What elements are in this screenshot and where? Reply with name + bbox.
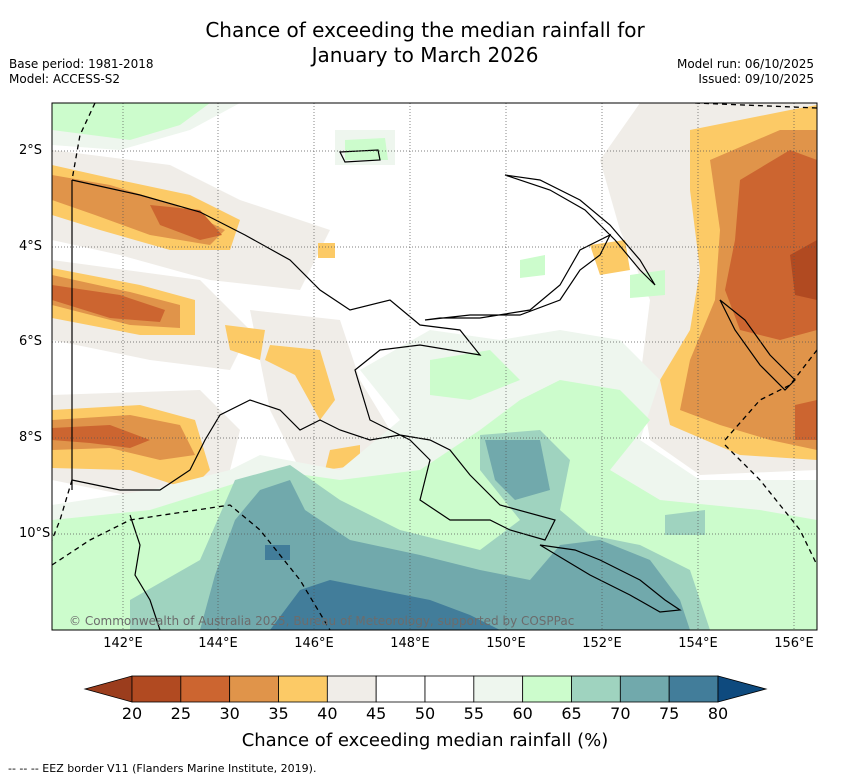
colorbar-title: Chance of exceeding median rainfall (%) [241,730,609,751]
colorbar-cell [571,675,621,703]
bougainville [719,299,796,391]
region-60-65-d [520,255,545,278]
region-25-30-w [52,285,165,322]
eez-borders [52,103,817,630]
model-run: Model run: 06/10/2025 [676,57,814,71]
region-35-40-e [318,243,335,258]
colorbar-tick-label: 40 [317,704,338,723]
model-name: Model: ACCESS-S2 [9,72,121,86]
region-65-70-b [665,510,705,535]
region-25-30-sw [52,425,150,448]
lat-label: 6°S [19,334,43,349]
eez-legend-note: -- -- -- EEZ border V11 (Flanders Marine… [8,762,317,775]
colorbar-tick-label: 35 [268,704,289,723]
south-islands [539,544,682,613]
meta-right: Model run: 06/10/2025 Issued: 09/10/2025 [677,57,814,87]
colorbar-cell [180,675,231,703]
lat-label: 8°S [19,430,43,445]
colorbar-tick-label: 75 [658,704,680,723]
colorbar-cell [522,675,572,703]
lon-label: 144°E [198,636,238,651]
issued-date: Issued: 09/10/2025 [698,72,814,86]
eez-east [724,349,817,441]
colorbar-cell [619,675,670,703]
lon-label: 154°E [678,636,718,651]
manus [339,149,381,163]
colorbar-tick-label: 80 [707,704,729,723]
copyright-notice: © Commonwealth of Australia 2025, Bureau… [69,614,575,628]
lon-label: 150°E [486,636,526,651]
colorbar-tick-label: 25 [170,704,191,723]
colorbar-tick-label: 55 [463,704,484,723]
region-25-30-se [795,400,817,440]
meta-left: Base period: 1981-2018 Model: ACCESS-S2 [9,57,154,87]
title-line-2: January to March 2026 [311,43,539,67]
region-60-65-c [430,350,520,400]
lon-label: 142°E [103,636,143,651]
colorbar-cell [473,675,524,703]
cape-york [129,514,161,630]
lat-label: 10°S [19,526,51,541]
colorbar-cell [326,675,377,703]
map-frame [51,102,818,631]
new-ireland [504,174,656,286]
coastlines [71,149,796,630]
region-70-75-b [485,440,550,500]
title-line-1: Chance of exceeding the median rainfall … [205,18,645,42]
lat-label: 4°S [19,239,43,254]
colorbar-tick-label: 70 [610,704,631,723]
colorbar-tick-label: 65 [561,704,582,723]
eez-south [52,504,331,630]
colorbar-cell [131,675,182,703]
region-25-30-nw [150,205,222,240]
colorbar-tick-label: 30 [219,704,240,723]
colorbar-tick-label: 20 [121,704,143,723]
colorbar-cell [424,675,475,703]
lon-label: 146°E [294,636,334,651]
region-75-80-south [270,580,500,630]
eez-se [724,444,817,566]
region-20-25-east [790,240,817,300]
colorbar-high-extension [717,675,768,703]
lon-label: 148°E [390,636,430,651]
colorbar-cells [131,675,719,703]
map-title: Chance of exceeding the median rainfall … [0,18,850,68]
colorbar [83,675,768,703]
region-60-65-north [52,103,210,140]
eez-nw [71,103,96,181]
region-75-80-blob [265,545,290,560]
colorbar-cell [375,675,426,703]
lon-label: 156°E [774,636,814,651]
region-35-40-b [265,345,335,420]
colorbar-cell [668,675,719,703]
region-60-65-island [345,138,388,160]
colorbar-cell [278,675,328,703]
base-period: Base period: 1981-2018 [9,57,154,71]
colorbar-tick-label: 45 [365,704,387,723]
colorbar-cell [229,675,279,703]
lon-label: 152°E [582,636,622,651]
png-mainland [71,179,556,541]
region-35-40-a [225,325,265,360]
graticule [52,103,817,630]
eez-ne [694,103,817,109]
colorbar-tick-label: 50 [414,704,436,723]
lat-label: 2°S [19,143,43,158]
eez-west [52,479,73,541]
colorbar-low-extension [83,675,133,703]
colorbar-tick-label: 60 [512,704,533,723]
region-60-65-e [630,270,665,298]
region-35-40-c [590,240,630,275]
rainfall-field [52,103,817,630]
